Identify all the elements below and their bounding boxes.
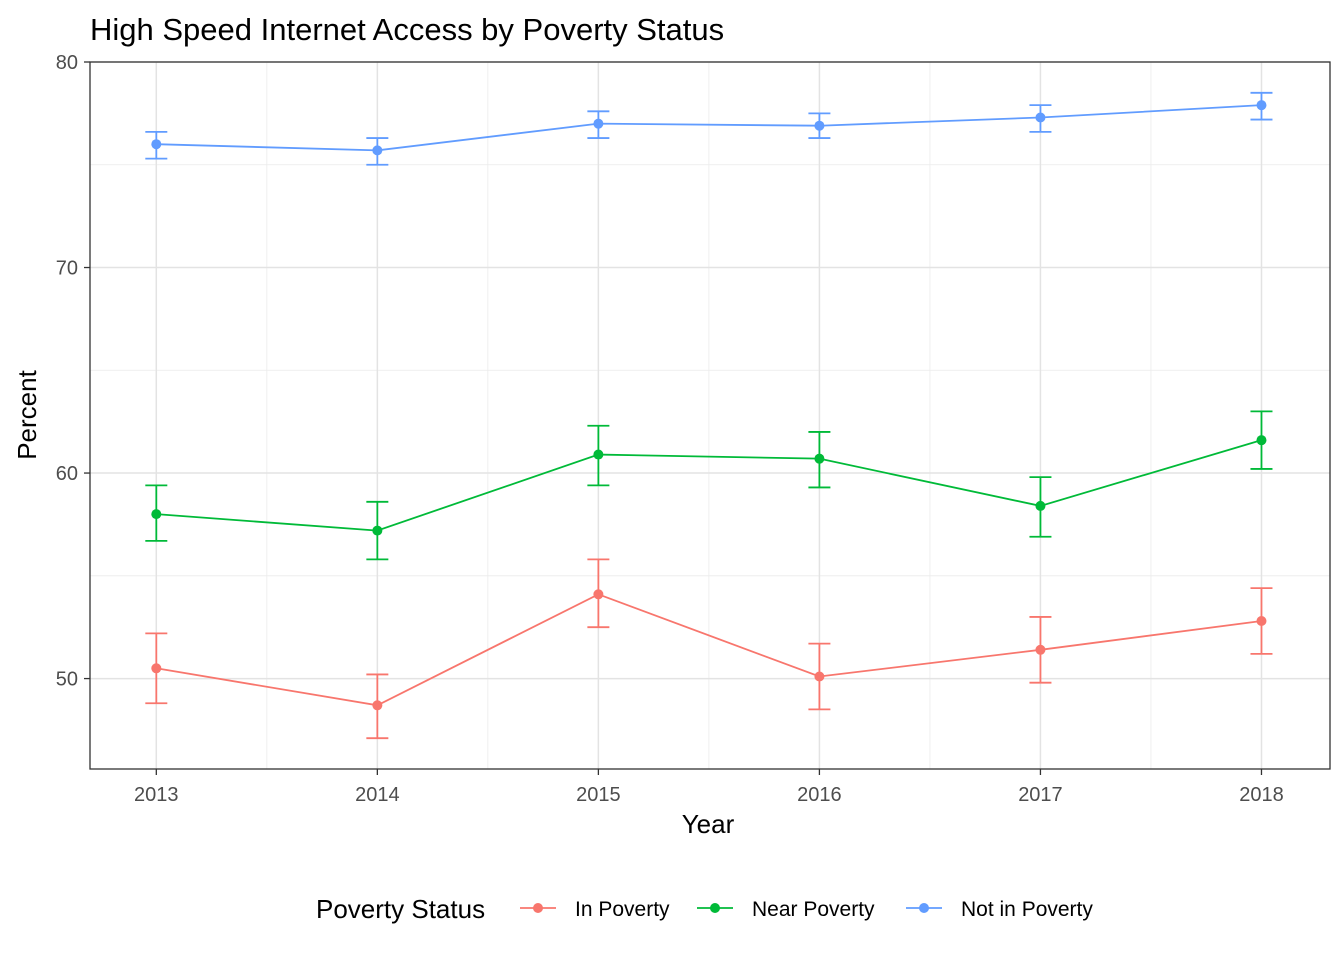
legend: Poverty Status In Poverty Near Poverty Not…: [316, 894, 1093, 924]
y-axis-title: Percent: [12, 369, 42, 459]
data-point: [814, 453, 825, 464]
x-tick-label: 2018: [1239, 784, 1284, 806]
legend-key-point: [533, 903, 543, 913]
data-point: [372, 525, 383, 536]
x-tick-label: 2013: [134, 784, 179, 806]
data-point: [593, 449, 604, 460]
y-tick-label: 60: [56, 463, 78, 485]
data-point: [593, 118, 604, 129]
data-point: [151, 509, 162, 520]
legend-items: In Poverty Near Poverty Not in Poverty: [520, 898, 1093, 921]
legend-label: Near Poverty: [752, 898, 875, 921]
data-point: [372, 700, 383, 711]
legend-title: Poverty Status: [316, 894, 485, 924]
y-tick-label: 80: [56, 52, 78, 74]
series-line: [156, 104, 1262, 152]
chart-title: High Speed Internet Access by Poverty St…: [90, 12, 724, 47]
series-near-poverty: [145, 410, 1273, 561]
series-line: [156, 439, 1262, 532]
data-point: [1256, 100, 1267, 111]
series-line: [156, 593, 1262, 707]
series-layer: [145, 91, 1273, 740]
data-point: [814, 120, 825, 131]
legend-key-point: [919, 903, 929, 913]
data-point: [1256, 435, 1267, 446]
series-not-in-poverty: [145, 91, 1273, 166]
data-point: [151, 139, 162, 150]
legend-item: Near Poverty: [697, 898, 875, 921]
legend-label: In Poverty: [575, 898, 670, 921]
legend-label: Not in Poverty: [961, 898, 1093, 921]
data-point: [814, 671, 825, 682]
x-tick-label: 2017: [1018, 784, 1063, 806]
x-tick-label: 2016: [797, 784, 842, 806]
legend-item: Not in Poverty: [906, 898, 1093, 921]
data-point: [151, 663, 162, 674]
plot-panel-border: [89, 61, 1331, 770]
data-point: [1035, 500, 1046, 511]
x-tick-label: 2014: [355, 784, 400, 806]
data-point: [372, 145, 383, 156]
legend-item: In Poverty: [520, 898, 670, 921]
x-axis-title: Year: [682, 809, 735, 839]
y-tick-label: 50: [56, 669, 78, 691]
axes: 2013 2014 2015 2016 2017 2018 50 60 70 80: [56, 52, 1284, 806]
data-point: [593, 589, 604, 600]
x-tick-label: 2015: [576, 784, 621, 806]
data-point: [1035, 644, 1046, 655]
y-tick-label: 70: [56, 258, 78, 280]
series-in-poverty: [145, 558, 1273, 740]
data-point: [1035, 112, 1046, 123]
legend-key-point: [710, 903, 720, 913]
data-point: [1256, 616, 1267, 627]
